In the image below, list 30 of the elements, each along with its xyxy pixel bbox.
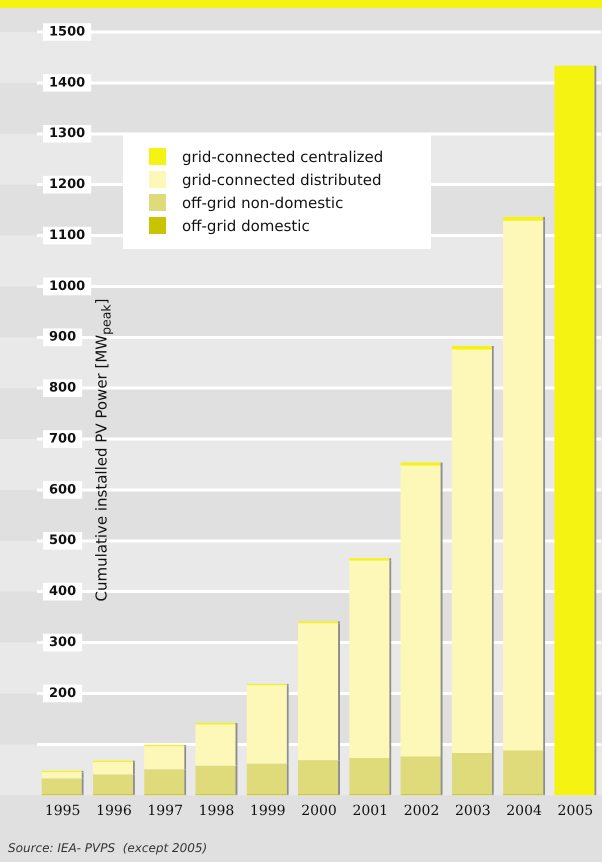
- y-tick-label: 1200: [49, 177, 86, 192]
- x-tick-label: 2004: [506, 803, 542, 820]
- x-tick-label: 1998: [198, 803, 234, 820]
- y-tick-label: 700: [49, 431, 76, 446]
- source-note: Source: IEA- PVPS (except 2005): [8, 841, 208, 855]
- y-tick-label: 1400: [49, 75, 86, 90]
- y-tick-label: 1300: [49, 126, 86, 142]
- x-tick-label: 2005: [558, 803, 594, 820]
- legend-label: off-grid domestic: [182, 216, 310, 234]
- x-tick-label: 1996: [96, 803, 132, 820]
- x-tick-label: 1995: [44, 803, 80, 820]
- y-tick-label: 900: [49, 330, 76, 345]
- x-tick-label: 2000: [301, 803, 337, 820]
- x-tick-label: 2002: [404, 803, 440, 820]
- y-tick-label: 300: [49, 634, 76, 650]
- y-tick-label: 600: [49, 482, 76, 498]
- y-tick-label: 800: [49, 380, 76, 396]
- y-tick-label: 200: [49, 686, 76, 701]
- y-tick-label: 400: [49, 584, 76, 600]
- x-tick-label: 1997: [147, 803, 183, 820]
- x-tick-label: 1999: [250, 803, 286, 820]
- x-tick-label: 2003: [455, 803, 491, 820]
- y-tick-label: 1000: [49, 278, 86, 294]
- legend-label: off-grid non-domestic: [182, 194, 344, 212]
- y-tick-label: 500: [49, 533, 76, 548]
- y-tick-label: 1100: [49, 228, 86, 243]
- legend-label: grid-connected distributed: [182, 170, 382, 188]
- legend-label: grid-connected centralized: [182, 148, 384, 166]
- y-tick-label: 1500: [49, 24, 86, 40]
- x-tick-label: 2001: [352, 803, 388, 820]
